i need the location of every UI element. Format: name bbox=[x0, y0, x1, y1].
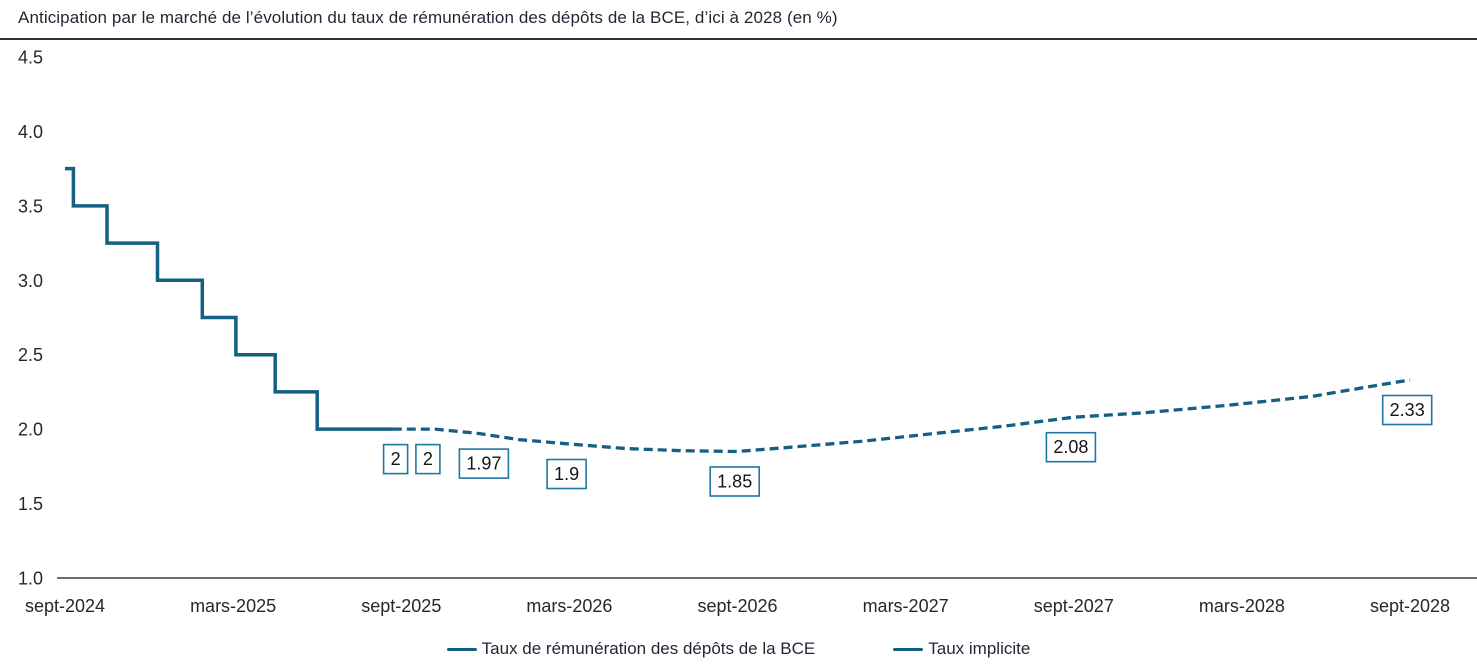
data-point-label: 2 bbox=[391, 449, 401, 469]
data-point-label-box bbox=[382, 443, 409, 475]
chart-legend: Taux de rémunération des dépôts de la BC… bbox=[0, 634, 1477, 664]
x-axis-tick-label: sept-2027 bbox=[1034, 596, 1114, 616]
x-axis-tick-label: sept-2026 bbox=[697, 596, 777, 616]
y-axis-tick-label: 2.5 bbox=[18, 345, 43, 365]
data-point-label-box bbox=[1045, 431, 1097, 463]
series-implied-rate-line bbox=[392, 378, 1411, 454]
data-point-label-box bbox=[458, 448, 510, 479]
x-axis-tick-label: mars-2028 bbox=[1199, 596, 1285, 616]
legend-label-implied-rate: Taux implicite bbox=[928, 639, 1031, 658]
chart-title: Anticipation par le marché de l’évolutio… bbox=[18, 8, 838, 27]
solid-line-swatch bbox=[446, 647, 477, 651]
x-axis-tick-label: mars-2026 bbox=[526, 596, 612, 616]
y-axis-tick-label: 4.0 bbox=[18, 122, 43, 142]
data-point-label-box bbox=[415, 443, 441, 475]
x-axis-tick-label: mars-2027 bbox=[863, 596, 949, 616]
data-point-label: 2 bbox=[423, 449, 433, 469]
x-axis-tick-label: mars-2025 bbox=[190, 596, 276, 616]
x-axis-tick-label: sept-2028 bbox=[1370, 596, 1450, 616]
legend-item-implied-rate: Taux implicite bbox=[893, 639, 1030, 659]
data-point-label: 1.97 bbox=[466, 454, 501, 474]
data-point-label-box bbox=[709, 466, 761, 497]
x-axis-tick-label: sept-2025 bbox=[361, 596, 441, 616]
y-axis-tick-label: 3.5 bbox=[18, 196, 43, 216]
data-point-label-box bbox=[546, 458, 587, 490]
x-axis-tick-label: sept-2024 bbox=[25, 596, 105, 616]
y-axis-tick-label: 2.0 bbox=[18, 420, 43, 440]
y-axis-tick-label: 4.5 bbox=[18, 48, 43, 68]
legend-item-deposit-rate: Taux de rémunération des dépôts de la BC… bbox=[446, 639, 816, 659]
data-point-label-box bbox=[1381, 394, 1433, 426]
title-divider bbox=[0, 38, 1477, 40]
data-point-label: 1.85 bbox=[717, 472, 752, 492]
y-axis-tick-label: 1.5 bbox=[18, 494, 43, 514]
y-axis-tick-label: 1.0 bbox=[18, 569, 43, 589]
series-deposit-rate-line bbox=[65, 166, 393, 431]
data-point-label: 2.08 bbox=[1053, 437, 1088, 457]
y-axis-tick-label: 3.0 bbox=[18, 271, 43, 291]
data-point-label: 1.9 bbox=[554, 464, 579, 484]
legend-label-deposit-rate: Taux de rémunération des dépôts de la BC… bbox=[481, 639, 816, 658]
solid-line-swatch bbox=[893, 647, 924, 651]
data-point-label: 2.33 bbox=[1390, 400, 1425, 420]
